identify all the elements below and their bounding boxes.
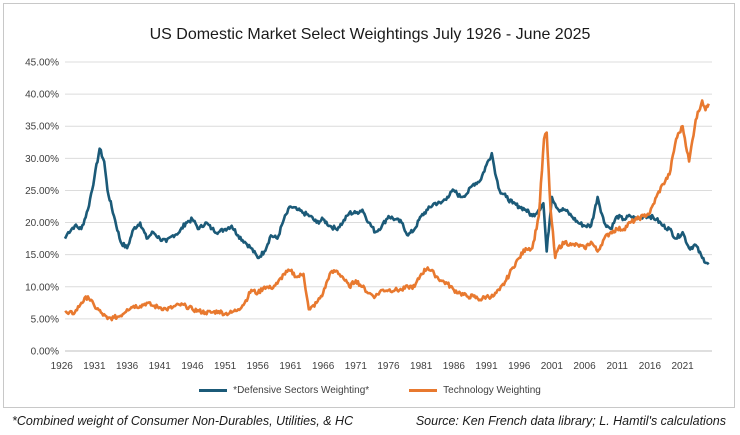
chart-frame: [3, 3, 735, 408]
x-tick-label: 1986: [443, 361, 466, 372]
y-tick-label: 0.00%: [31, 347, 59, 358]
x-tick-label: 2001: [541, 361, 564, 372]
y-tick-label: 40.00%: [25, 90, 59, 101]
legend: *Defensive Sectors Weighting* Technology…: [0, 385, 740, 396]
x-tick-label: 1941: [149, 361, 172, 372]
x-tick-label: 1936: [116, 361, 139, 372]
gridlines: [65, 61, 712, 352]
x-tick-label: 2016: [639, 361, 662, 372]
y-axis: 0.00% 5.00% 10.00% 15.00% 20.00% 25.00% 30.00%…: [25, 58, 59, 358]
x-tick-label: 1946: [181, 361, 204, 372]
x-tick-label: 1951: [214, 361, 237, 372]
legend-item-defensive: *Defensive Sectors Weighting*: [199, 385, 369, 396]
series-lines: [63, 99, 710, 322]
series-line-defensive: [63, 147, 710, 266]
x-tick-label: 1931: [83, 361, 106, 372]
legend-swatch-technology: [409, 389, 438, 392]
series-line-technology: [64, 99, 710, 322]
y-tick-label: 5.00%: [31, 314, 59, 325]
legend-label-defensive: *Defensive Sectors Weighting*: [233, 385, 370, 396]
y-tick-label: 45.00%: [25, 58, 59, 69]
y-tick-label: 15.00%: [25, 250, 59, 261]
x-tick-label: 1961: [279, 361, 302, 372]
x-tick-label: 2021: [671, 361, 694, 372]
x-tick-label: 2006: [573, 361, 596, 372]
y-tick-label: 30.00%: [25, 154, 59, 165]
y-tick-label: 10.00%: [25, 282, 59, 293]
x-tick-label: 1966: [312, 361, 335, 372]
source-note: Source: Ken French data library; L. Hamt…: [415, 414, 726, 428]
y-tick-label: 20.00%: [25, 218, 59, 229]
x-tick-label: 1991: [475, 361, 498, 372]
x-tick-label: 1926: [51, 361, 74, 372]
x-tick-label: 1956: [247, 361, 270, 372]
y-tick-label: 25.00%: [25, 186, 59, 197]
footnote: *Combined weight of Consumer Non-Durable…: [12, 414, 354, 428]
x-axis: 1926 1931 1936 1941 1946 1951 1956 1961 1966 1971…: [51, 361, 695, 372]
x-tick-label: 1971: [345, 361, 368, 372]
x-tick-label: 1976: [377, 361, 400, 372]
x-tick-label: 1996: [508, 361, 531, 372]
y-tick-label: 35.00%: [25, 122, 59, 133]
x-tick-label: 2011: [606, 361, 628, 372]
legend-label-technology: Technology Weighting: [443, 385, 541, 396]
x-tick-label: 1981: [410, 361, 433, 372]
legend-item-technology: Technology Weighting: [409, 385, 541, 396]
legend-swatch-defensive: [199, 389, 228, 392]
chart-title: US Domestic Market Select Weightings Jul…: [149, 26, 591, 43]
